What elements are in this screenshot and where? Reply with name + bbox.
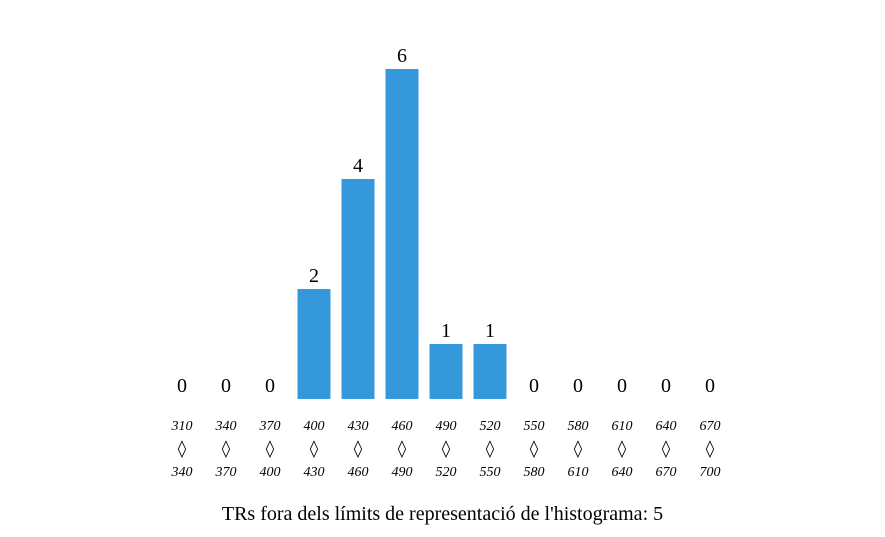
bin-lower-label: 640: [656, 419, 677, 434]
bin-separator-icon: ◊: [354, 439, 363, 459]
bin-separator-icon: ◊: [266, 439, 275, 459]
histogram-chart: 0 310 ◊ 340 0 340 ◊ 370 0 370 ◊ 400 2 400 ◊ 430 4 430 ◊ 460…: [171, 45, 721, 480]
bar-value-label: 0: [265, 375, 275, 397]
bar-value-label: 0: [705, 375, 715, 397]
bin-upper-label: 640: [612, 465, 633, 480]
bin-upper-label: 370: [215, 465, 237, 480]
bar-value-label: 0: [221, 375, 231, 397]
bar-value-label: 0: [177, 375, 187, 397]
out-of-range-note: TRs fora dels límits de representació de…: [221, 503, 664, 525]
bin-separator-icon: ◊: [618, 439, 627, 459]
bin-upper-label: 700: [700, 465, 721, 480]
bin-lower-label: 490: [436, 419, 457, 434]
bin-upper-label: 430: [304, 465, 325, 480]
bar-value-label: 0: [529, 375, 539, 397]
bin-lower-label: 430: [348, 419, 369, 434]
bin-lower-label: 580: [568, 419, 589, 434]
bar-value-label: 0: [617, 375, 627, 397]
bin-separator-icon: ◊: [574, 439, 583, 459]
bin-upper-label: 670: [656, 465, 677, 480]
bin-upper-label: 400: [260, 465, 281, 480]
bin-upper-label: 490: [392, 465, 413, 480]
bin-lower-label: 550: [524, 419, 545, 434]
bin-separator-icon: ◊: [706, 439, 715, 459]
bar-value-label: 0: [661, 375, 671, 397]
bin-lower-label: 520: [480, 419, 501, 434]
bin-separator-icon: ◊: [398, 439, 407, 459]
bin-lower-label: 340: [215, 419, 237, 434]
bin-lower-label: 310: [171, 419, 193, 434]
bin-lower-label: 370: [259, 419, 281, 434]
bin-separator-icon: ◊: [222, 439, 231, 459]
histogram-bar: [473, 344, 507, 399]
bar-value-label: 2: [309, 265, 319, 287]
bar-value-label: 0: [573, 375, 583, 397]
bin-separator-icon: ◊: [530, 439, 539, 459]
histogram-bar: [429, 344, 463, 399]
bin-separator-icon: ◊: [310, 439, 319, 459]
bin-upper-label: 340: [171, 465, 193, 480]
bar-value-label: 4: [353, 155, 363, 177]
bar-value-label: 1: [441, 320, 451, 342]
bin-separator-icon: ◊: [178, 439, 187, 459]
bin-separator-icon: ◊: [442, 439, 451, 459]
bin-lower-label: 670: [700, 419, 721, 434]
bin-lower-label: 400: [304, 419, 325, 434]
histogram-bar: [297, 289, 331, 399]
bin-upper-label: 580: [524, 465, 545, 480]
bin-separator-icon: ◊: [486, 439, 495, 459]
histogram-bar: [385, 69, 419, 399]
bin-lower-label: 460: [392, 419, 413, 434]
bin-lower-label: 610: [612, 419, 633, 434]
bar-value-label: 1: [485, 320, 495, 342]
bin-upper-label: 550: [480, 465, 501, 480]
bin-separator-icon: ◊: [662, 439, 671, 459]
bar-value-label: 6: [397, 45, 407, 67]
bin-upper-label: 610: [568, 465, 589, 480]
histogram-bar: [341, 179, 375, 399]
bin-upper-label: 520: [436, 465, 457, 480]
bin-upper-label: 460: [348, 465, 369, 480]
